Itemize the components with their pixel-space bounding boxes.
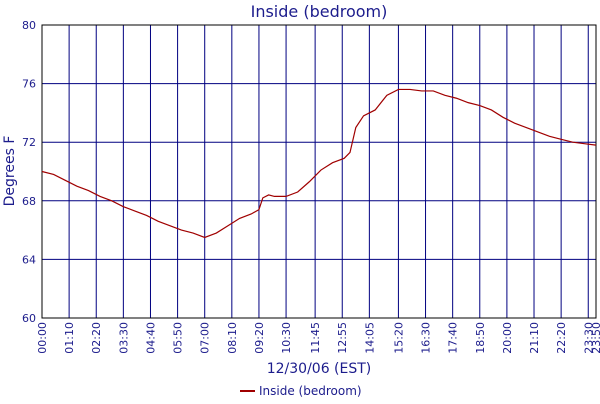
x-tick-label: 01:10 [63, 322, 76, 354]
x-tick-label: 02:20 [90, 322, 103, 354]
chart-title: Inside (bedroom) [251, 2, 388, 21]
x-tick-label: 14:05 [363, 322, 376, 354]
x-tick-label: 04:40 [144, 322, 157, 354]
x-tick-label: 08:10 [226, 322, 239, 354]
x-tick-label: 23:50 [590, 322, 600, 354]
x-tick-label: 05:50 [172, 322, 185, 354]
legend-label: Inside (bedroom) [259, 384, 362, 398]
x-tick-label: 09:20 [253, 322, 266, 354]
x-tick-label: 20:00 [501, 322, 514, 354]
x-tick-label: 17:40 [447, 322, 460, 354]
x-tick-label: 22:20 [555, 322, 568, 354]
y-axis-label: Degrees F [2, 136, 18, 207]
x-tick-label: 03:30 [117, 322, 130, 354]
x-tick-label: 00:00 [36, 322, 49, 354]
x-tick-label: 18:50 [474, 322, 487, 354]
y-tick-label: 60 [22, 312, 36, 325]
x-axis-label: 12/30/06 (EST) [267, 361, 372, 377]
x-tick-label: 15:20 [392, 322, 405, 354]
x-tick-label: 11:45 [309, 322, 322, 354]
y-tick-label: 76 [22, 78, 36, 91]
line [41, 88, 597, 239]
y-tick-label: 80 [22, 19, 36, 32]
x-tick-label: 23:30 [582, 322, 595, 354]
y-tick-label: 68 [22, 195, 36, 208]
x-tick-label: 10:30 [280, 322, 293, 354]
x-tick-label: 07:00 [199, 322, 212, 354]
y-tick-label: 64 [22, 253, 36, 266]
x-tick-label: 12:55 [336, 322, 349, 354]
x-tick-label: 16:30 [420, 322, 433, 354]
y-tick-label: 72 [22, 136, 36, 149]
x-tick-label: 21:10 [528, 322, 541, 354]
